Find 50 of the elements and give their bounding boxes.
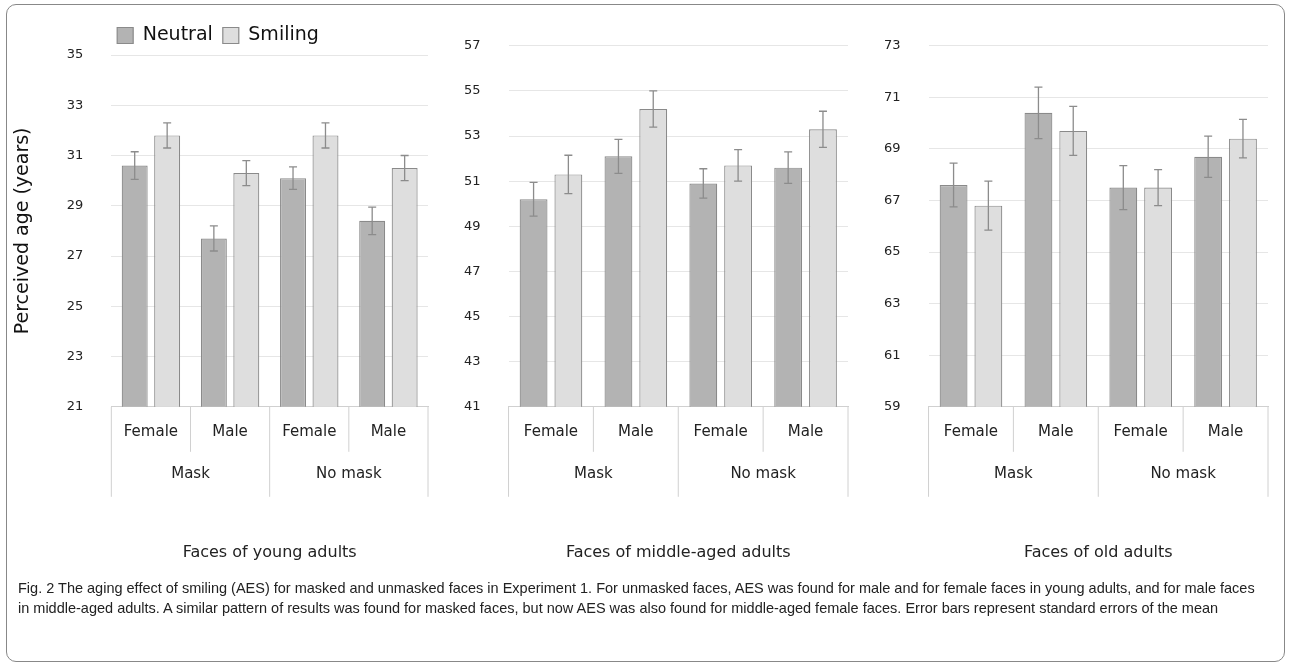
y-tick-label: 61 (884, 346, 901, 362)
y-tick-label: 29 (66, 197, 84, 213)
x-tick-label: Male (212, 421, 248, 440)
x-axis-title: Faces of young adults (182, 541, 357, 561)
legend-label: Neutral (142, 22, 213, 45)
y-tick-label: 43 (464, 353, 481, 369)
x-tick-label: Male (1207, 421, 1244, 440)
y-tick-label: 41 (464, 398, 481, 414)
y-axis-title: Perceived age (years) (10, 127, 33, 335)
y-tick-label: 51 (464, 172, 481, 188)
y-tick-label: 69 (884, 140, 901, 156)
x-tick-label: Female (943, 421, 999, 440)
y-tick-label: 23 (66, 347, 84, 363)
text: No mask (316, 463, 382, 482)
y-tick-label: 21 (66, 398, 84, 414)
y-tick-label: 65 (884, 243, 901, 259)
x-axis-title: Faces of old adults (1023, 541, 1173, 561)
text: No mask (730, 463, 797, 482)
x-tick-label: Female (123, 421, 179, 440)
x-tick-label: Male (370, 421, 407, 440)
y-tick-label: 57 (464, 37, 481, 53)
x-tick-label: Male (787, 421, 824, 440)
text: Mask (574, 463, 614, 482)
x-axis-title: Faces of middle-aged adults (565, 541, 791, 561)
y-tick-label: 49 (464, 217, 481, 233)
y-tick-label: 31 (66, 146, 84, 162)
y-tick-label: 71 (884, 88, 901, 104)
y-tick-label: 47 (464, 262, 481, 278)
x-tick-label: Female (693, 421, 748, 440)
x-tick-label: Female (523, 421, 579, 440)
x-tick-label: Female (1113, 421, 1168, 440)
y-tick-label: 27 (66, 247, 84, 263)
y-tick-label: 53 (464, 127, 481, 143)
text: Mask (994, 463, 1034, 482)
y-tick-label: 55 (464, 82, 481, 98)
x-tick-label: Male (1038, 421, 1074, 440)
x-tick-label: Female (282, 421, 337, 440)
text: Mask (171, 463, 211, 482)
y-tick-label: 33 (66, 96, 84, 112)
y-tick-label: 63 (884, 295, 901, 311)
legend-label: Smiling (248, 22, 319, 45)
y-tick-label: 67 (884, 191, 901, 207)
y-tick-label: 45 (464, 307, 481, 323)
x-tick-label: Male (618, 421, 654, 440)
y-tick-label: 25 (66, 297, 84, 313)
caption: Fig. 2 The aging effect of smiling (AES) for masked and unmasked faces in Experiment 1. For unmasked faces, AES was found for male and for female faces in young adults, and for male faces in middle-aged adults. A similar pattern of results was found for masked faces, but now AES was also found for middle-aged female faces. Error bars represent standard errors of the mean (18, 579, 1256, 618)
y-tick-label: 59 (884, 398, 901, 414)
y-tick-label: 35 (66, 46, 84, 62)
y-tick-label: 73 (884, 37, 901, 53)
text: No mask (1150, 463, 1217, 482)
